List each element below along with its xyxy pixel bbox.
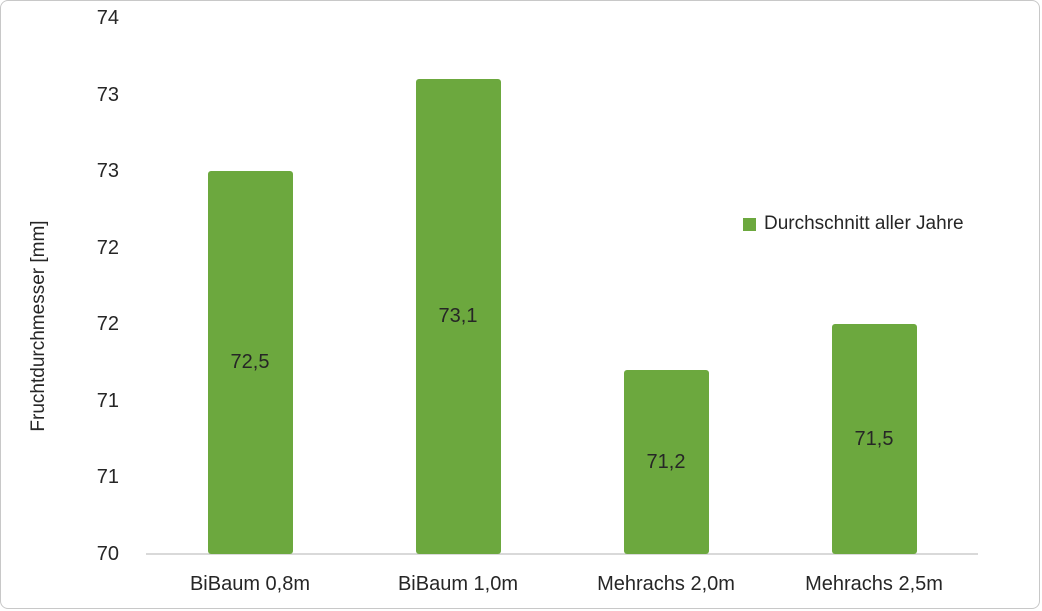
- y-tick-label: 74: [96, 7, 119, 29]
- bar-BiBaum 0,8m: 72,5: [207, 171, 293, 554]
- legend-label: Durchschnitt aller Jahre: [764, 213, 964, 234]
- bar-Mehrachs 2,5m: 71,5: [831, 324, 917, 554]
- y-tick-label: 73: [96, 83, 119, 106]
- y-tick-label: 72: [96, 236, 119, 259]
- bar-Mehrachs 2,0m: 71,2: [623, 370, 709, 554]
- y-tick-label: 70: [96, 543, 119, 565]
- bar-value-label: 71,5: [854, 427, 894, 450]
- legend: Durchschnitt aller Jahre: [743, 213, 964, 235]
- bar-value-label: 72,5: [230, 351, 270, 374]
- x-category-label: Mehrachs 2,5m: [805, 573, 943, 595]
- y-tick-label: 71: [96, 389, 119, 412]
- legend-swatch-icon: [743, 217, 756, 231]
- plot-area: 72,5 73,1 71,2 71,5: [146, 18, 978, 555]
- y-tick-label: 71: [96, 466, 119, 489]
- x-category-label: BiBaum 0,8m: [189, 573, 311, 595]
- x-category-label: BiBaum 1,0m: [397, 573, 519, 595]
- bar-BiBaum 1,0m: 73,1: [415, 79, 501, 554]
- bar-value-label: 73,1: [438, 305, 478, 328]
- y-tick-label: 73: [96, 160, 119, 183]
- bar-value-label: 71,2: [646, 450, 686, 473]
- x-axis-line: [146, 553, 978, 555]
- y-axis-title: Fruchtdurchmesser [mm]: [28, 220, 49, 432]
- y-tick-label: 72: [96, 313, 119, 336]
- x-category-label: Mehrachs 2,0m: [597, 573, 735, 595]
